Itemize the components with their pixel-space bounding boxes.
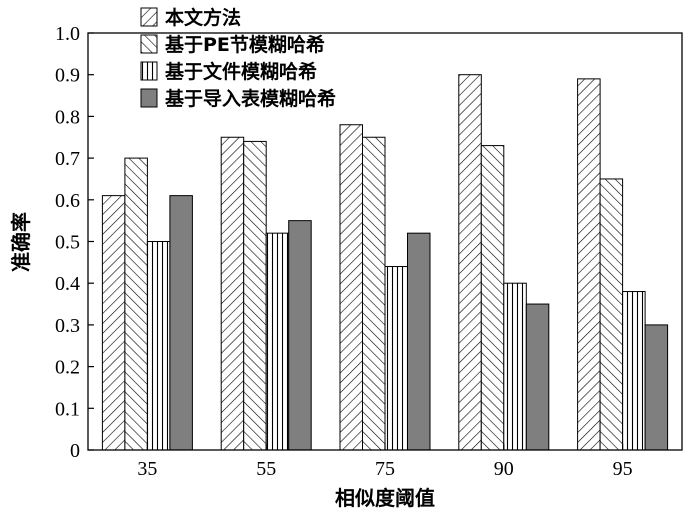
bar-2-35	[124, 157, 148, 451]
bar-1-55	[220, 136, 245, 451]
x-tick-label: 35	[137, 458, 157, 480]
bar-2-90	[480, 145, 505, 451]
legend-label-4: 基于导入表模糊哈希	[164, 87, 336, 110]
bar-3-35	[146, 241, 171, 451]
bar-3-55	[265, 232, 290, 451]
bar-4-95	[644, 324, 669, 451]
x-tick-label: 55	[256, 458, 276, 480]
bar-4-55	[288, 220, 312, 451]
bar-1-95	[577, 78, 601, 451]
y-tick-label: 0.5	[55, 232, 80, 254]
legend-swatch-2	[140, 34, 158, 54]
bar-4-35	[169, 195, 193, 451]
legend-label-1: 本文方法	[165, 6, 241, 29]
x-tick-label: 90	[494, 458, 514, 480]
y-tick-label: 1.0	[55, 23, 80, 45]
legend-label-3: 基于文件模糊哈希	[164, 60, 317, 83]
bar-1-35	[101, 195, 126, 451]
legend-swatch-1	[140, 7, 158, 27]
bar-4-75	[407, 232, 431, 451]
bar-3-95	[622, 291, 646, 451]
bar-4-90	[525, 303, 550, 451]
bar-3-90	[503, 282, 527, 451]
y-tick-label: 0.7	[55, 148, 80, 170]
legend-label-2: 基于PE节模糊哈希	[164, 33, 325, 56]
x-tick-label: 75	[375, 458, 395, 480]
bar-2-55	[243, 140, 267, 451]
bar-3-75	[384, 266, 408, 451]
y-axis-title: 准确率	[9, 212, 33, 272]
bar-2-75	[362, 136, 386, 451]
y-tick-label: 0	[70, 440, 80, 462]
x-tick-label: 95	[613, 458, 633, 480]
y-tick-label: 0.6	[55, 190, 80, 212]
y-tick-label: 0.8	[55, 106, 80, 128]
bar-2-95	[599, 178, 624, 451]
y-tick-label: 0.9	[55, 65, 80, 87]
y-tick-label: 0.3	[55, 315, 80, 337]
x-axis-title: 相似度阈值	[335, 486, 435, 510]
bar-1-75	[339, 124, 363, 451]
bars-group	[101, 74, 669, 451]
bar-1-90	[458, 74, 482, 451]
y-tick-label: 0.4	[55, 273, 80, 295]
legend-swatch-3	[140, 61, 158, 81]
axes-group: 0 0.1 0.2 0.3 0.4 0.5 0.6 0.7 0.8 0.9 1.0 35 55 75 90 9…	[55, 23, 683, 480]
legend-swatch-4	[140, 88, 158, 108]
y-tick-label: 0.2	[55, 357, 80, 379]
y-tick-label: 0.1	[55, 398, 80, 420]
